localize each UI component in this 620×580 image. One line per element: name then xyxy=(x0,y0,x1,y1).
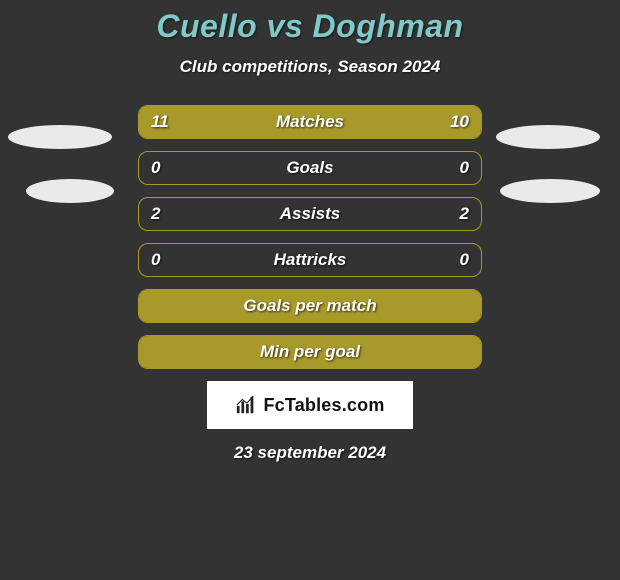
player-photo-placeholder xyxy=(8,125,112,149)
stat-label: Goals xyxy=(286,158,333,178)
player-photo-placeholder xyxy=(496,125,600,149)
page-title: Cuello vs Doghman xyxy=(0,8,620,45)
chart-bars-icon xyxy=(235,394,257,416)
stat-value-left: 11 xyxy=(151,112,169,132)
stat-value-left: 0 xyxy=(151,158,160,178)
stat-row: Min per goal xyxy=(138,335,482,369)
stat-row: Matches 11 10 xyxy=(138,105,482,139)
stat-label: Matches xyxy=(276,112,344,132)
stat-value-right: 0 xyxy=(460,158,469,178)
stat-row: Assists 2 2 xyxy=(138,197,482,231)
stat-label: Goals per match xyxy=(243,296,376,316)
stat-row: Goals 0 0 xyxy=(138,151,482,185)
stat-label: Min per goal xyxy=(260,342,360,362)
stat-value-left: 0 xyxy=(151,250,160,270)
stat-row: Hattricks 0 0 xyxy=(138,243,482,277)
brand-logo: FcTables.com xyxy=(207,381,413,429)
footer-date: 23 september 2024 xyxy=(0,443,620,463)
stat-value-left: 2 xyxy=(151,204,160,224)
stat-label: Hattricks xyxy=(274,250,347,270)
subtitle: Club competitions, Season 2024 xyxy=(0,57,620,77)
stat-value-right: 2 xyxy=(460,204,469,224)
brand-logo-text: FcTables.com xyxy=(263,395,384,416)
player-photo-placeholder xyxy=(500,179,600,203)
stat-row: Goals per match xyxy=(138,289,482,323)
player-photo-placeholder xyxy=(26,179,114,203)
stat-label: Assists xyxy=(280,204,340,224)
stat-value-right: 0 xyxy=(460,250,469,270)
comparison-card: Cuello vs Doghman Club competitions, Sea… xyxy=(0,0,620,463)
stat-value-right: 10 xyxy=(450,112,469,132)
